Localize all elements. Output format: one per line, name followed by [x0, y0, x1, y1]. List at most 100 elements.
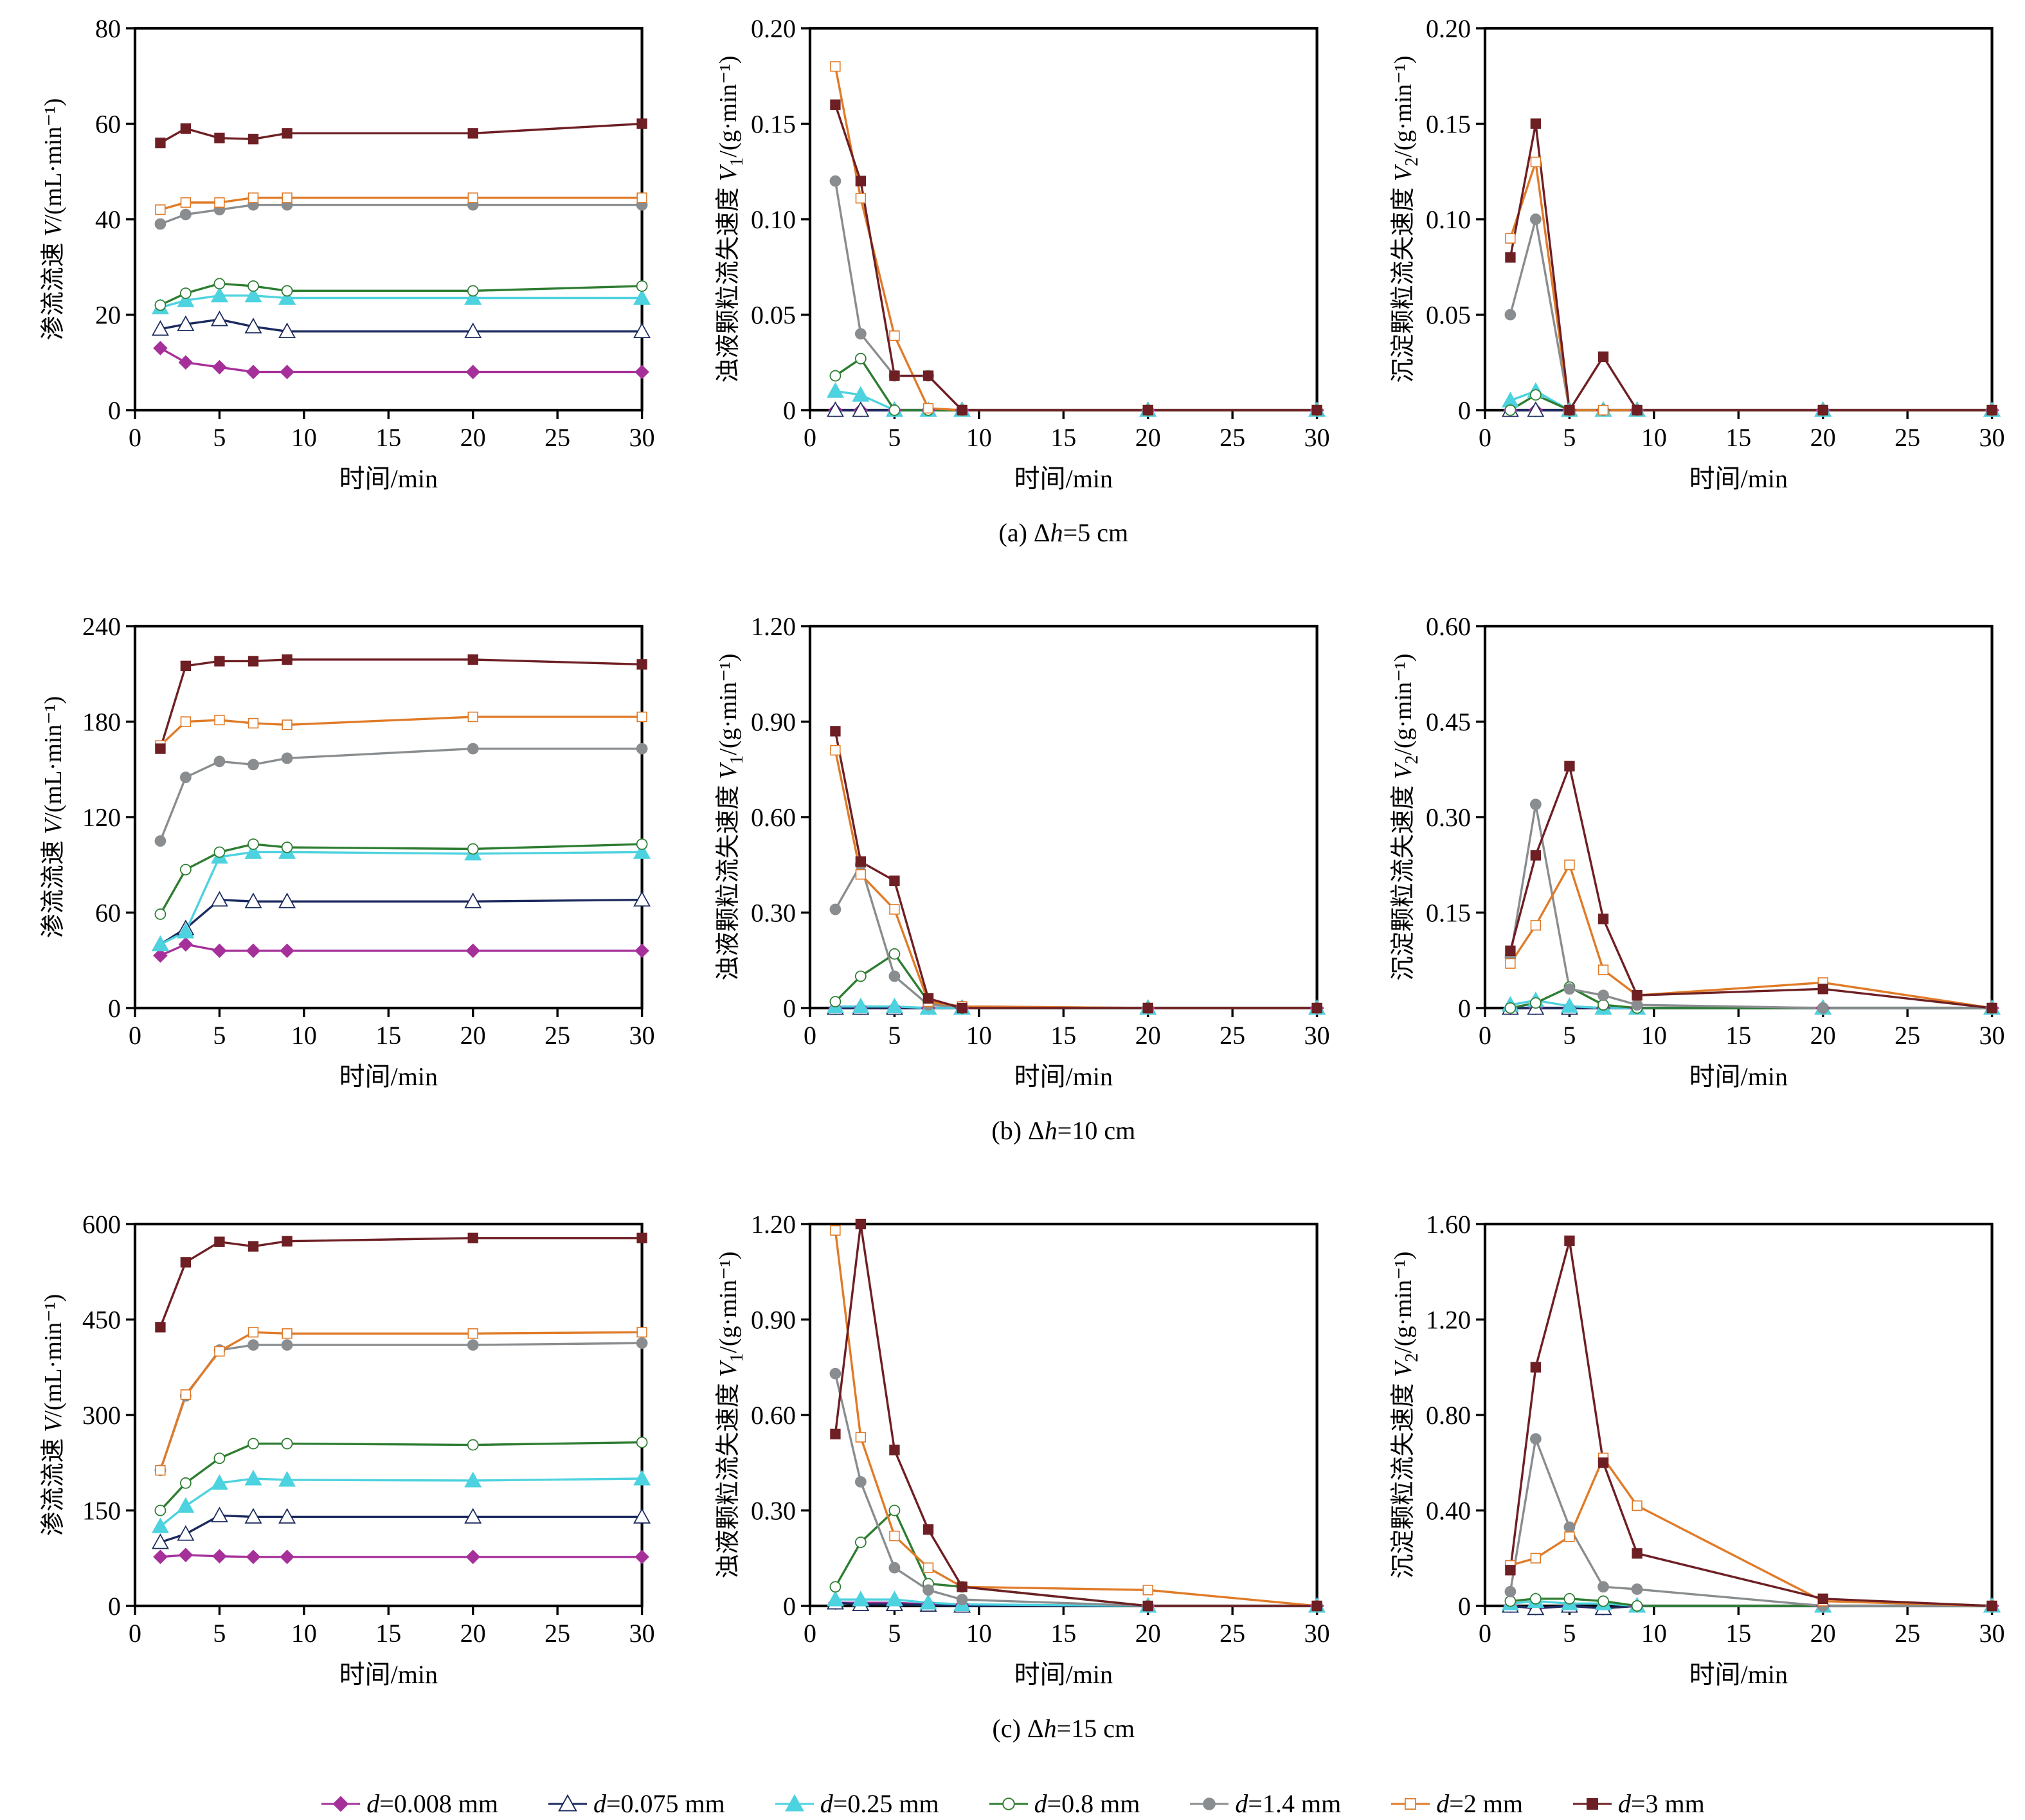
svg-text:240: 240	[82, 612, 121, 641]
svg-text:0: 0	[108, 994, 121, 1023]
svg-text:20: 20	[460, 1021, 486, 1050]
svg-text:15: 15	[1050, 1021, 1076, 1050]
svg-text:25: 25	[544, 1021, 570, 1050]
svg-text:25: 25	[1220, 1619, 1245, 1648]
svg-text:300: 300	[82, 1401, 121, 1430]
svg-text:0.15: 0.15	[1426, 899, 1471, 928]
svg-text:25: 25	[1895, 1619, 1920, 1648]
svg-text:25: 25	[1220, 423, 1245, 452]
svg-text:10: 10	[966, 1021, 992, 1050]
svg-text:0: 0	[129, 1619, 141, 1648]
svg-text:时间/min: 时间/min	[1014, 1062, 1113, 1091]
svg-text:15: 15	[1725, 1021, 1751, 1050]
svg-text:20: 20	[1810, 1619, 1836, 1648]
svg-text:20: 20	[1135, 1021, 1161, 1050]
svg-text:10: 10	[966, 1619, 992, 1648]
svg-text:0.30: 0.30	[751, 1497, 796, 1526]
svg-text:30: 30	[1304, 423, 1330, 452]
svg-text:10: 10	[1641, 1021, 1667, 1050]
svg-text:5: 5	[213, 1021, 226, 1050]
svg-text:0.90: 0.90	[751, 1306, 796, 1335]
svg-text:沉淀颗粒流失速度 V2/(g·min⁻¹): 沉淀颗粒流失速度 V2/(g·min⁻¹)	[1390, 56, 1422, 383]
svg-text:时间/min: 时间/min	[1014, 464, 1113, 493]
svg-text:0.20: 0.20	[751, 14, 796, 43]
svg-text:20: 20	[460, 1619, 486, 1648]
svg-text:浊液颗粒流失速度 V1/(g·min⁻¹): 浊液颗粒流失速度 V1/(g·min⁻¹)	[715, 1252, 747, 1579]
svg-text:5: 5	[888, 423, 901, 452]
svg-text:10: 10	[1641, 423, 1667, 452]
svg-text:10: 10	[291, 423, 317, 452]
svg-text:80: 80	[95, 14, 121, 43]
svg-text:时间/min: 时间/min	[1689, 1660, 1788, 1689]
svg-text:渗流流速 V/(mL·min⁻¹): 渗流流速 V/(mL·min⁻¹)	[40, 1294, 67, 1536]
svg-text:0: 0	[1479, 1619, 1491, 1648]
svg-text:450: 450	[82, 1306, 121, 1335]
svg-text:0: 0	[804, 1021, 816, 1050]
svg-text:0.45: 0.45	[1426, 708, 1471, 737]
svg-text:60: 60	[95, 899, 121, 928]
svg-text:0: 0	[804, 423, 816, 452]
svg-text:30: 30	[629, 1021, 655, 1050]
svg-text:0.60: 0.60	[751, 803, 796, 832]
svg-text:15: 15	[375, 1021, 401, 1050]
svg-text:渗流流速 V/(mL·min⁻¹): 渗流流速 V/(mL·min⁻¹)	[40, 98, 67, 341]
svg-text:25: 25	[544, 423, 570, 452]
svg-text:浊液颗粒流失速度 V1/(g·min⁻¹): 浊液颗粒流失速度 V1/(g·min⁻¹)	[715, 56, 747, 383]
svg-text:浊液颗粒流失速度 V1/(g·min⁻¹): 浊液颗粒流失速度 V1/(g·min⁻¹)	[715, 654, 747, 981]
svg-text:10: 10	[291, 1619, 317, 1648]
svg-text:30: 30	[1979, 1619, 2005, 1648]
svg-text:5: 5	[213, 1619, 226, 1648]
svg-text:600: 600	[82, 1210, 121, 1239]
svg-text:1.60: 1.60	[1426, 1210, 1471, 1239]
svg-text:0.80: 0.80	[1426, 1401, 1471, 1430]
svg-text:5: 5	[888, 1021, 901, 1050]
svg-text:时间/min: 时间/min	[339, 464, 438, 493]
svg-text:0.90: 0.90	[751, 708, 796, 737]
svg-text:30: 30	[1979, 423, 2005, 452]
svg-text:时间/min: 时间/min	[1689, 464, 1788, 493]
svg-text:时间/min: 时间/min	[339, 1660, 438, 1689]
svg-text:20: 20	[95, 301, 121, 330]
svg-text:60: 60	[95, 110, 121, 139]
svg-text:0: 0	[783, 994, 796, 1023]
svg-text:0: 0	[1479, 1021, 1491, 1050]
svg-text:150: 150	[82, 1497, 121, 1526]
svg-text:渗流流速 V/(mL·min⁻¹): 渗流流速 V/(mL·min⁻¹)	[40, 696, 67, 939]
svg-text:0: 0	[108, 396, 121, 425]
svg-text:0: 0	[1458, 994, 1471, 1023]
svg-text:15: 15	[1725, 423, 1751, 452]
svg-text:0: 0	[129, 423, 141, 452]
svg-text:时间/min: 时间/min	[339, 1062, 438, 1091]
svg-text:0.60: 0.60	[1426, 612, 1471, 641]
svg-text:20: 20	[1810, 1021, 1836, 1050]
svg-text:0: 0	[783, 396, 796, 425]
svg-text:10: 10	[291, 1021, 317, 1050]
svg-text:20: 20	[1135, 423, 1161, 452]
svg-text:0: 0	[783, 1592, 796, 1621]
svg-text:时间/min: 时间/min	[1014, 1660, 1113, 1689]
svg-text:0: 0	[1458, 1592, 1471, 1621]
svg-text:0: 0	[129, 1021, 141, 1050]
svg-text:15: 15	[1050, 423, 1076, 452]
svg-text:0: 0	[108, 1592, 121, 1621]
svg-text:0.15: 0.15	[1426, 110, 1471, 139]
svg-text:1.20: 1.20	[1426, 1306, 1471, 1335]
svg-text:1.20: 1.20	[751, 612, 796, 641]
svg-text:15: 15	[1725, 1619, 1751, 1648]
svg-text:20: 20	[460, 423, 486, 452]
svg-text:沉淀颗粒流失速度 V2/(g·min⁻¹): 沉淀颗粒流失速度 V2/(g·min⁻¹)	[1390, 1252, 1422, 1579]
svg-text:25: 25	[1220, 1021, 1245, 1050]
svg-text:30: 30	[1304, 1619, 1330, 1648]
svg-text:5: 5	[888, 1619, 901, 1648]
svg-text:沉淀颗粒流失速度 V2/(g·min⁻¹): 沉淀颗粒流失速度 V2/(g·min⁻¹)	[1390, 654, 1422, 981]
svg-text:0.60: 0.60	[751, 1401, 796, 1430]
svg-text:1.20: 1.20	[751, 1210, 796, 1239]
svg-text:0.30: 0.30	[751, 899, 796, 928]
svg-text:0.05: 0.05	[751, 301, 796, 330]
svg-text:时间/min: 时间/min	[1689, 1062, 1788, 1091]
svg-text:0.20: 0.20	[1426, 14, 1471, 43]
svg-text:25: 25	[1895, 423, 1920, 452]
svg-text:15: 15	[1050, 1619, 1076, 1648]
svg-text:5: 5	[1563, 1619, 1576, 1648]
svg-text:30: 30	[1304, 1021, 1330, 1050]
